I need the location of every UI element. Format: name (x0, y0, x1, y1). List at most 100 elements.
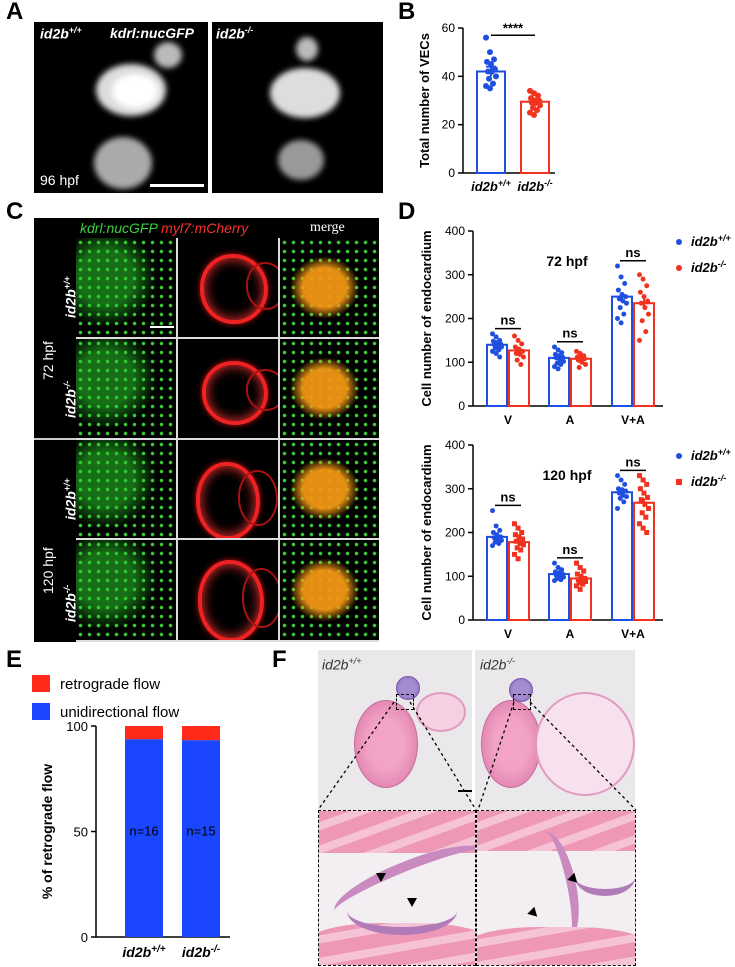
d120-point (576, 580, 582, 586)
d120-legend-label: id2b+/+ (691, 447, 731, 463)
d120-point (555, 565, 561, 570)
d72-xtick-label: A (566, 413, 575, 427)
d72-point (615, 316, 620, 321)
d120-point (646, 505, 651, 511)
d120-point (637, 473, 642, 479)
d120-point (644, 530, 650, 535)
d120-point (638, 497, 644, 503)
d72-point (618, 320, 624, 326)
b-ytick-label: 0 (448, 166, 455, 180)
d72-point (552, 344, 557, 350)
d120-sig-label: ns (625, 454, 640, 469)
d120-point (583, 579, 588, 584)
panel-c-header-green: kdrl:nucGFP (80, 220, 158, 236)
d72-legend-marker (676, 239, 682, 245)
panel-a-reporter: kdrl:nucGFP (110, 25, 195, 41)
e-ytick-label: 0 (81, 930, 88, 945)
d72-legend-label: id2b+/+ (691, 233, 731, 249)
d72-point (574, 348, 579, 354)
panel-c-header: kdrl:nucGFP myl7:mCherry (80, 220, 248, 236)
d72-point (637, 289, 643, 295)
d120-xtick-label: V+A (621, 627, 645, 641)
d72-point (497, 354, 503, 360)
d120-point (490, 543, 495, 549)
d72-point (512, 333, 517, 339)
d72-ytick-label: 100 (445, 355, 465, 369)
panel-c-header-red: myl7:mCherry (161, 220, 249, 236)
c-green-tile-2 (76, 339, 178, 440)
d120-point (624, 494, 629, 500)
d72-point (579, 359, 585, 365)
d72-sig-label: ns (625, 245, 640, 260)
d120-point (515, 525, 521, 531)
d120-point (575, 577, 581, 583)
c-merge-tile-3 (280, 440, 379, 540)
panel-c-scale-bar (150, 326, 174, 328)
d72-point (622, 281, 628, 286)
d72-point (615, 287, 621, 293)
e-legend-swatch-0 (32, 675, 50, 692)
d72-point (637, 337, 642, 343)
d120-point (578, 573, 584, 579)
d72-point (558, 361, 564, 367)
panel-d-chart-120: 0 100 200 300 400 Cell number of endocardium 1… (419, 438, 731, 641)
panel-d-chart-72: 0 100 200 300 400 Cell number of endocardium 7… (419, 224, 731, 427)
d120-point (617, 495, 623, 501)
d72-point (490, 331, 495, 337)
panel-e-chart: retrograde flow unidirectional flow 0 50 100… (32, 675, 230, 960)
d120-point (552, 560, 557, 566)
d120-point (574, 571, 580, 577)
b-point (493, 73, 499, 80)
d120-point (622, 481, 628, 487)
d120-point (580, 581, 586, 587)
d120-sig-label: ns (500, 489, 515, 504)
d120-point (521, 542, 526, 548)
c-red-tile-1 (178, 238, 280, 339)
d120-point (645, 495, 651, 500)
d72-point (516, 346, 522, 352)
d72-point (643, 329, 649, 335)
d72-point (623, 294, 629, 300)
d72-point (644, 283, 650, 289)
e-bar-uni-1 (182, 740, 220, 937)
d72-point (552, 364, 557, 370)
b-point (486, 75, 492, 82)
d120-point (615, 505, 620, 511)
b-ytick-label: 60 (442, 21, 456, 35)
d120-point (574, 583, 579, 589)
b-point (487, 85, 493, 92)
d120-legend-marker (676, 453, 682, 459)
d120-ytick-label: 100 (445, 569, 465, 583)
d120-point (640, 477, 646, 483)
d72-point (582, 356, 588, 362)
panel-label-b: B (398, 0, 416, 25)
d72-ytick-label: 400 (445, 224, 465, 238)
d120-point (493, 523, 499, 529)
d120-point (497, 527, 503, 533)
d72-point (615, 263, 620, 269)
d72-point (521, 354, 526, 360)
d120-point (618, 477, 624, 483)
panel-f-image-right (475, 650, 635, 810)
c-green-tile-4 (76, 540, 178, 642)
d120-point (513, 538, 519, 544)
e-legend-label-0: retrograde flow (60, 676, 160, 693)
c-red-tile-3 (178, 440, 280, 540)
e-bar-retro-1 (182, 726, 220, 741)
d120-point (490, 530, 496, 535)
d120-point (637, 486, 643, 492)
b-point (491, 56, 497, 63)
e-ytick-label: 100 (66, 719, 88, 734)
d72-point (512, 344, 518, 350)
d120-point (512, 521, 517, 527)
b-point (531, 112, 537, 118)
d120-point (579, 578, 585, 584)
d72-point (514, 357, 520, 363)
d72-point (624, 300, 629, 306)
d72-point (515, 337, 521, 343)
d72-ytick-label: 0 (458, 399, 465, 413)
panel-f-image-left (318, 650, 472, 810)
b-point (483, 34, 489, 41)
d72-point (641, 294, 647, 300)
panel-label-f: F (272, 646, 287, 673)
